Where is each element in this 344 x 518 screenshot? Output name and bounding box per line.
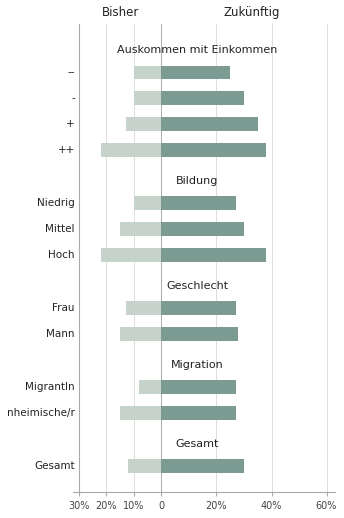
Text: Mann: Mann — [46, 329, 75, 339]
Bar — [161, 406, 236, 420]
Text: Mittel: Mittel — [45, 224, 75, 234]
Text: Geschlecht: Geschlecht — [166, 281, 228, 291]
Bar — [134, 92, 161, 105]
Bar — [120, 406, 161, 420]
Bar — [161, 380, 236, 394]
Text: Auskommen mit Einkommen: Auskommen mit Einkommen — [117, 45, 277, 55]
Bar — [126, 118, 161, 131]
Text: +: + — [66, 119, 75, 129]
Text: Gesamt: Gesamt — [34, 461, 75, 471]
Bar — [161, 327, 238, 341]
Bar — [161, 118, 258, 131]
Bar — [128, 459, 161, 473]
Bar — [120, 327, 161, 341]
Bar — [161, 92, 244, 105]
Bar — [101, 143, 161, 157]
Text: Migration: Migration — [171, 360, 224, 370]
Text: Zukünftig: Zukünftig — [224, 6, 280, 19]
Text: -: - — [71, 93, 75, 103]
Bar — [161, 196, 236, 210]
Bar — [120, 222, 161, 236]
Bar — [139, 380, 161, 394]
Text: Gesamt: Gesamt — [175, 439, 219, 449]
Text: Hoch: Hoch — [48, 250, 75, 260]
Bar — [101, 248, 161, 262]
Text: Niedrig: Niedrig — [37, 198, 75, 208]
Bar — [134, 66, 161, 79]
Bar — [161, 222, 244, 236]
Text: ++: ++ — [57, 145, 75, 155]
Bar — [161, 248, 266, 262]
Text: MigrantIn: MigrantIn — [25, 382, 75, 392]
Text: Bildung: Bildung — [176, 176, 218, 186]
Text: --: -- — [67, 67, 75, 77]
Bar — [161, 66, 230, 79]
Bar — [134, 196, 161, 210]
Bar — [161, 143, 266, 157]
Bar — [126, 301, 161, 315]
Text: Bisher: Bisher — [101, 6, 139, 19]
Bar — [161, 301, 236, 315]
Text: nheimische/r: nheimische/r — [7, 408, 75, 418]
Text: Frau: Frau — [52, 303, 75, 313]
Bar — [161, 459, 244, 473]
